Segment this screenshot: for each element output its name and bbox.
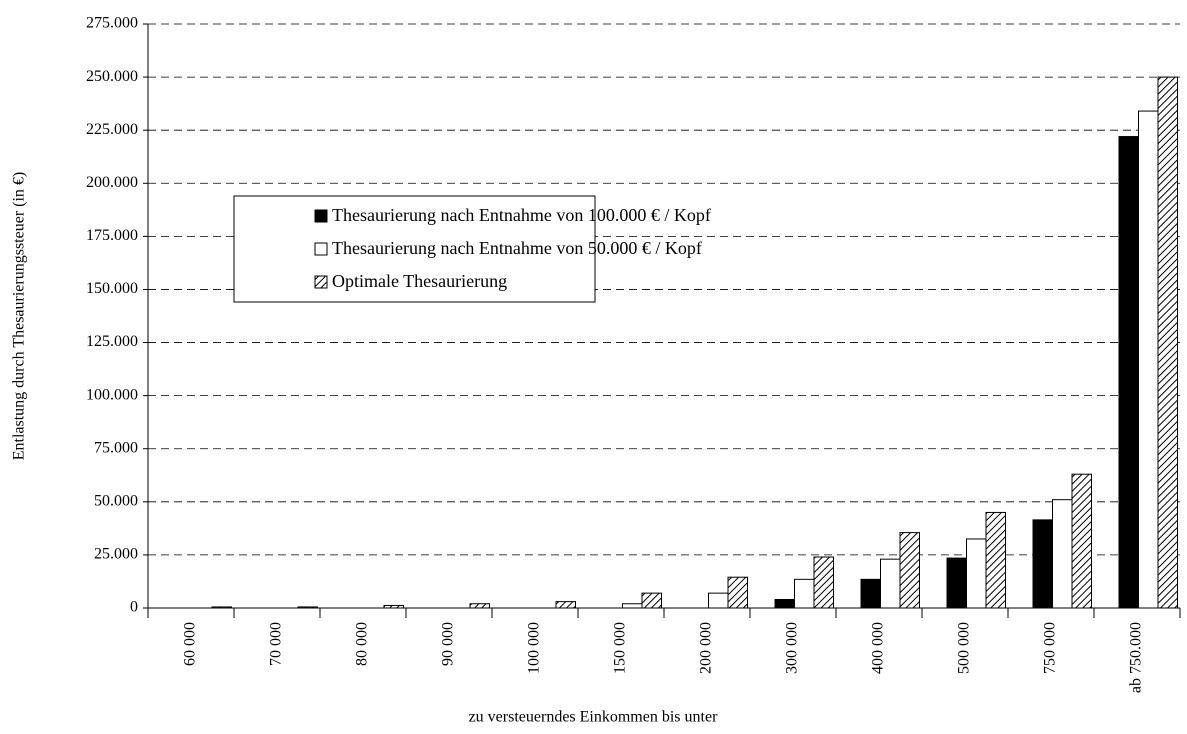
bar (1052, 499, 1073, 609)
bar (985, 511, 1006, 609)
y-tick-label: 0 (130, 599, 138, 616)
bar (555, 601, 576, 609)
bar (469, 603, 490, 609)
bar (813, 556, 834, 609)
legend-swatch (314, 242, 328, 256)
bar (727, 576, 748, 609)
x-tick-label: 500 000 (956, 622, 973, 674)
y-tick-label: 250.000 (86, 68, 138, 85)
y-axis-title: Entlastung durch Thesaurierungssteuer (i… (11, 172, 28, 461)
y-tick-label: 200.000 (86, 174, 138, 191)
y-tick-label: 100.000 (86, 386, 138, 403)
x-tick-label: 200 000 (698, 622, 715, 674)
y-tick-label: 75.000 (94, 439, 138, 456)
bar (1157, 76, 1178, 609)
y-tick-label: 175.000 (86, 227, 138, 244)
x-tick-label: 400 000 (870, 622, 887, 674)
y-tick-label: 275.000 (86, 15, 138, 32)
x-tick-label: 90 000 (440, 622, 457, 666)
bar (946, 557, 967, 609)
bar (1071, 473, 1092, 609)
y-tick-label: 25.000 (94, 546, 138, 563)
legend-swatch (314, 209, 328, 223)
y-tick-label: 50.000 (94, 492, 138, 509)
y-tick-label: 225.000 (86, 121, 138, 138)
bar (860, 578, 881, 609)
bar (774, 599, 795, 609)
bar (622, 603, 643, 609)
x-tick-label: 70 000 (268, 622, 285, 666)
x-tick-label: 60 000 (182, 622, 199, 666)
bar (1118, 136, 1139, 609)
legend-label: Thesaurierung nach Entnahme von 100.000 … (332, 205, 711, 225)
y-tick-label: 125.000 (86, 333, 138, 350)
bar (880, 558, 901, 609)
bar (966, 538, 987, 609)
x-tick-label: ab 750.000 (1128, 622, 1145, 693)
legend-box (233, 195, 596, 303)
bar (1138, 110, 1159, 609)
bar (1032, 519, 1053, 609)
x-tick-label: 750 000 (1042, 622, 1059, 674)
legend-label: Thesaurierung nach Entnahme von 50.000 €… (332, 238, 702, 258)
x-tick-label: 300 000 (784, 622, 801, 674)
bar (899, 532, 920, 609)
bar (641, 592, 662, 609)
y-tick-label: 150.000 (86, 280, 138, 297)
legend-swatch (314, 275, 328, 289)
legend-label: Optimale Thesaurierung (332, 271, 507, 291)
x-axis-title: zu versteuerndes Einkommen bis unter (469, 709, 718, 726)
x-tick-label: 100 000 (526, 622, 543, 674)
bar (794, 578, 815, 609)
x-tick-label: 80 000 (354, 622, 371, 666)
bar (708, 592, 729, 609)
x-tick-label: 150 000 (612, 622, 629, 674)
